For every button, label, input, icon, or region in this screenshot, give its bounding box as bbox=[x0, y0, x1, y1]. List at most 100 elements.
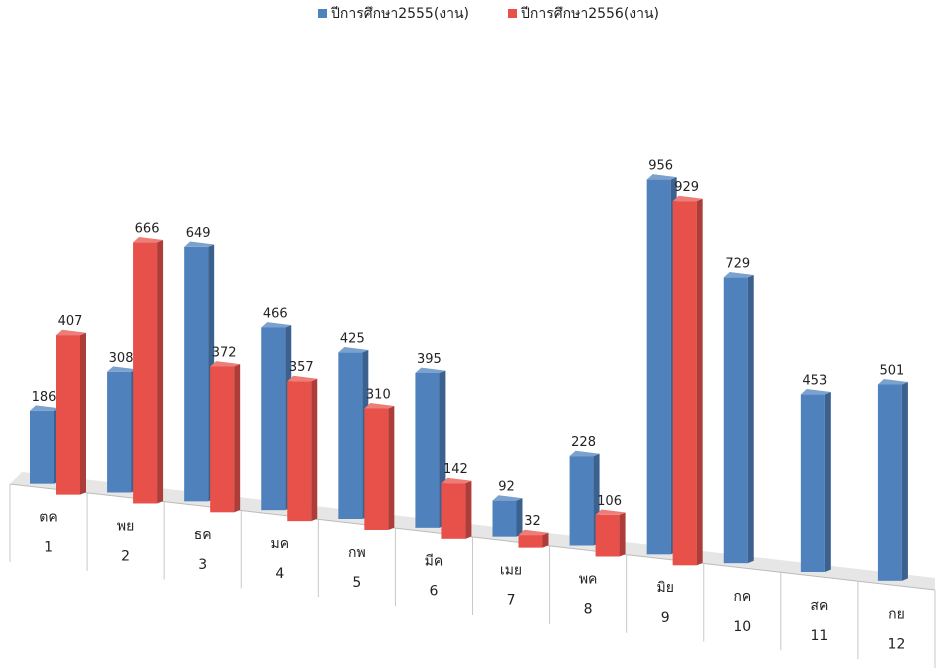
bar-top bbox=[364, 403, 395, 409]
bar-front bbox=[569, 456, 594, 546]
bar-side bbox=[157, 240, 164, 504]
category-label: มค bbox=[270, 536, 289, 552]
bar-front bbox=[338, 352, 363, 520]
bar bbox=[441, 477, 472, 539]
data-label: 649 bbox=[186, 226, 211, 241]
bar-front bbox=[723, 277, 748, 564]
bar-side bbox=[234, 364, 241, 513]
bar-front bbox=[30, 410, 54, 484]
bar-top bbox=[261, 322, 292, 328]
bar bbox=[800, 389, 831, 573]
bar-front bbox=[672, 201, 697, 566]
data-label: 357 bbox=[289, 360, 314, 375]
bar-top bbox=[800, 389, 831, 395]
category-label: เมย bbox=[500, 562, 522, 578]
category-label: มีค bbox=[425, 554, 444, 570]
data-label: 956 bbox=[648, 159, 673, 174]
bar-side bbox=[388, 406, 395, 530]
category-number: 8 bbox=[584, 601, 593, 617]
category-number: 7 bbox=[507, 592, 516, 608]
bar-side bbox=[542, 532, 549, 548]
bar-top bbox=[518, 529, 549, 536]
bar-top bbox=[595, 509, 626, 515]
category-label: มิย bbox=[656, 580, 673, 596]
bar-front bbox=[877, 384, 902, 581]
bar bbox=[672, 195, 703, 566]
bar-side bbox=[311, 378, 318, 522]
category-number: 2 bbox=[121, 548, 130, 564]
data-label: 308 bbox=[109, 351, 134, 366]
bar-top bbox=[210, 361, 241, 367]
bar-front bbox=[287, 381, 312, 522]
data-label: 929 bbox=[674, 180, 699, 195]
data-label: 407 bbox=[58, 314, 83, 329]
data-label: 372 bbox=[212, 345, 237, 360]
bar-front bbox=[133, 242, 158, 504]
bar bbox=[287, 375, 318, 522]
bar-top bbox=[133, 237, 164, 243]
legend-label: ปีการศึกษา2555(งาน) bbox=[331, 6, 470, 22]
data-label: 228 bbox=[571, 435, 596, 450]
category-label: ธค bbox=[194, 527, 212, 543]
bar bbox=[415, 367, 446, 528]
bar-top bbox=[30, 405, 60, 411]
legend: ปีการศึกษา2555(งาน) ปีการศึกษา2556(งาน) bbox=[318, 6, 659, 22]
bar-front bbox=[595, 514, 620, 557]
category-number: 6 bbox=[429, 584, 438, 600]
data-label: 501 bbox=[880, 363, 905, 378]
bar bbox=[569, 450, 600, 546]
bar bbox=[107, 366, 138, 493]
bar-side bbox=[516, 498, 523, 537]
bar-side bbox=[824, 392, 831, 573]
bar-front bbox=[646, 179, 671, 555]
bar bbox=[261, 322, 292, 511]
bar-top bbox=[338, 347, 369, 353]
bar-side bbox=[901, 382, 908, 581]
data-labels-layer: 186 407 308 666 649 372 466 357 425 310 395 142 92 32… bbox=[32, 159, 905, 530]
category-label: สค bbox=[810, 598, 828, 614]
data-label: 32 bbox=[524, 514, 541, 529]
bar-side bbox=[465, 480, 472, 539]
bar-front bbox=[364, 408, 389, 530]
bar bbox=[184, 241, 215, 502]
bar bbox=[133, 237, 164, 504]
bar-side bbox=[747, 274, 754, 564]
bar bbox=[723, 271, 754, 564]
bar-front bbox=[210, 366, 235, 513]
bar-front bbox=[441, 483, 466, 539]
bar-top bbox=[646, 174, 677, 180]
bar bbox=[364, 403, 395, 530]
data-label: 142 bbox=[443, 462, 468, 477]
data-label: 666 bbox=[135, 221, 160, 236]
bar-front bbox=[800, 394, 825, 573]
bar bbox=[492, 495, 523, 537]
data-label: 92 bbox=[498, 480, 515, 495]
bar bbox=[338, 347, 369, 520]
bar-front bbox=[107, 371, 132, 493]
bar-top bbox=[672, 195, 703, 202]
data-label: 453 bbox=[802, 373, 827, 388]
bar-top bbox=[107, 366, 138, 372]
chart-floor bbox=[9, 472, 936, 668]
data-label: 729 bbox=[725, 256, 750, 271]
bar-front bbox=[56, 335, 80, 495]
data-label: 106 bbox=[597, 494, 622, 509]
bar-top bbox=[184, 241, 215, 247]
bar-top bbox=[56, 329, 86, 336]
category-number: 10 bbox=[733, 619, 751, 635]
category-number: 4 bbox=[275, 566, 284, 582]
category-number: 12 bbox=[888, 637, 906, 653]
bar-top bbox=[441, 477, 472, 484]
legend-label: ปีการศึกษา2556(งาน) bbox=[521, 6, 660, 22]
bar-side bbox=[80, 332, 86, 495]
bar-front bbox=[261, 327, 286, 511]
bar-front bbox=[518, 535, 543, 548]
bar bbox=[518, 529, 549, 548]
data-label: 466 bbox=[263, 306, 288, 321]
bar bbox=[30, 405, 60, 484]
bar bbox=[877, 379, 908, 581]
bar-top bbox=[723, 271, 754, 278]
data-label: 310 bbox=[366, 387, 391, 402]
category-number: 3 bbox=[198, 557, 207, 573]
